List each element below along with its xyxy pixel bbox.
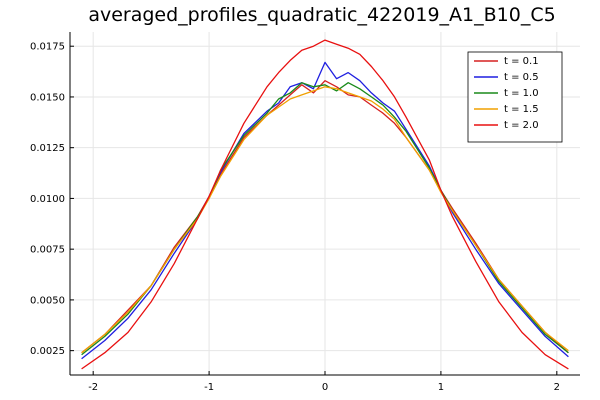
legend-box <box>467 51 563 143</box>
y-tick-label: 0.0175 <box>30 42 65 53</box>
y-tick-label: 0.0050 <box>30 295 65 306</box>
axes <box>69 32 580 376</box>
y-tick-label: 0.0100 <box>30 194 65 205</box>
y-tick-label: 0.0075 <box>30 245 65 256</box>
grid <box>70 32 580 375</box>
y-tick-label: 0.0025 <box>30 346 65 357</box>
x-tick-label: 0 <box>322 382 328 393</box>
x-tick-label: -2 <box>88 382 98 393</box>
x-tick-label: 1 <box>438 382 444 393</box>
chart-title: averaged_profiles_quadratic_422019_A1_B1… <box>88 4 555 26</box>
legend: t = 0.1 t = 0.5 t = 1.0 t = 1.5 t = 2.0 <box>467 51 563 143</box>
legend-label: t = 0.1 <box>504 56 539 67</box>
series-lines <box>81 39 569 370</box>
y-tick-label: 0.0150 <box>30 92 65 103</box>
series-line-4 <box>81 86 569 354</box>
legend-label: t = 2.0 <box>504 120 539 131</box>
x-tick-label: -1 <box>204 382 214 393</box>
legend-label: t = 1.5 <box>504 104 539 115</box>
y-tick-label: 0.0125 <box>30 143 65 154</box>
legend-label: t = 0.5 <box>504 72 539 83</box>
tick-labels: -2 -1 0 1 2 0.0025 0.0050 0.0075 0.0100 0.0125 0.0… <box>30 42 560 393</box>
legend-label: t = 1.0 <box>504 88 539 99</box>
x-tick-label: 2 <box>554 382 560 393</box>
series-line-5 <box>81 39 569 370</box>
